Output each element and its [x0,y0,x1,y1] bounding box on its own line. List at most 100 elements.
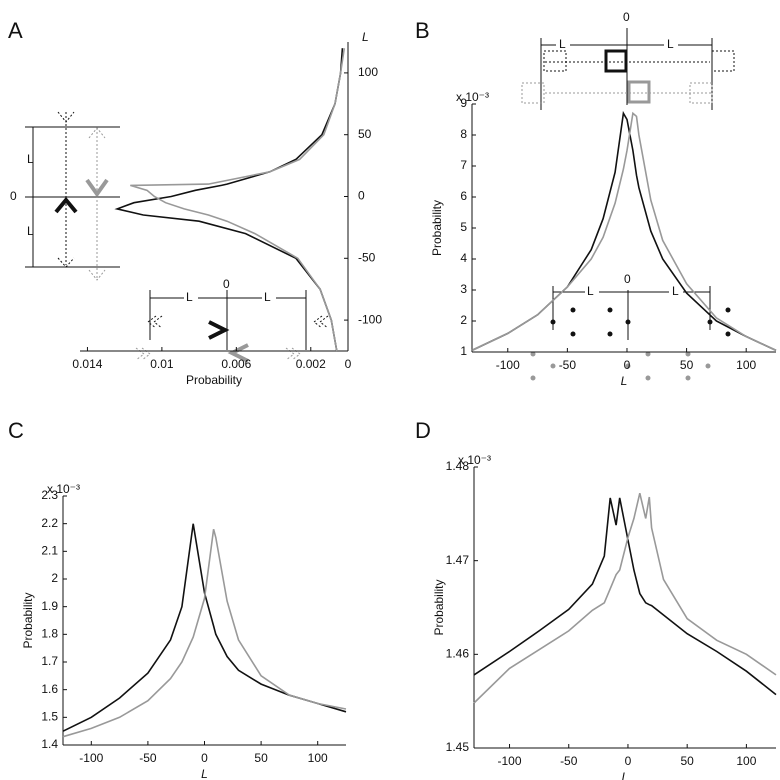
y-tick-label: -50 [358,250,376,264]
y-tick-label: 1.45 [446,740,470,754]
dots [530,351,711,381]
shape [208,320,230,340]
x-tick-label: 0 [625,754,632,768]
data-line [473,493,777,704]
inset-label: L [587,284,594,298]
object [543,50,567,72]
x-tick-label: 0 [345,357,352,371]
inset-diagram: L 0 L [521,10,735,110]
inset-label: L [27,224,34,238]
ruler [149,290,307,350]
x-tick-label: 50 [254,751,268,765]
y-tick-label: 1.4 [41,737,58,751]
y-tick-label: 1 [460,344,467,358]
shape [147,315,163,329]
y-multiplier: x 10⁻³ [47,482,80,496]
y-axis-label: L [362,30,369,44]
inset-label: 0 [10,189,17,203]
x-axis-label: L [621,374,628,388]
x-tick-label: -50 [559,358,577,372]
x-tick-label: -100 [498,754,522,768]
inset-label: L [27,152,34,166]
x-tick-label: 100 [308,751,328,765]
inset-diagram: L 0 L [135,277,329,363]
object [711,50,735,72]
y-tick-label: 2.1 [41,544,58,558]
data-line [62,523,347,732]
data-line [130,48,346,352]
inset-label: L [186,290,193,304]
y-tick-label: 0 [358,189,365,203]
y-tick-label: 2 [51,571,58,585]
inset-diagram: L 0 L [10,111,120,281]
data-line [471,110,777,352]
y-tick-label: 1.9 [41,599,58,613]
object [521,82,545,104]
x-tick-label: -100 [79,751,103,765]
x-tick-label: 100 [736,358,756,372]
arrowhead [88,127,106,281]
y-tick-label: 5 [460,220,467,234]
y-tick-label: 1.46 [446,647,470,661]
y-tick-label: 2.3 [41,488,58,502]
panel-label: C [8,418,24,443]
inset-label: 0 [623,10,630,24]
data-line [473,497,777,696]
y-tick-label: 1.7 [41,654,58,668]
y-axis-label: Probability [21,592,35,648]
y-axis-label: Probability [432,579,446,635]
y-tick-label: 1.48 [446,459,470,473]
inset-label: L [667,37,674,51]
inset-label: 0 [223,277,230,291]
ruler [540,28,713,110]
panel-label: D [415,418,431,443]
y-tick-label: 1.5 [41,710,58,724]
x-tick-label: -50 [139,751,157,765]
x-axis-label: L [201,767,208,780]
panel-label: A [8,18,23,43]
data-line [62,528,347,738]
inset-label: L [559,37,566,51]
y-tick-label: 1.8 [41,627,58,641]
y-tick-label: 2.2 [41,516,58,530]
x-axis-label: L [622,770,629,780]
dots [550,307,731,337]
y-tick-label: 1.6 [41,682,58,696]
y-tick-label: 100 [358,65,378,79]
shape [135,347,151,361]
x-axis-label: Probability [186,373,242,387]
arrowhead [57,111,75,268]
shape [227,343,249,363]
x-tick-label: 100 [736,754,756,768]
y-tick-label: 9 [460,96,467,110]
x-tick-label: 0 [201,751,208,765]
x-tick-label: -50 [560,754,578,768]
object [627,80,651,104]
inset-label: 0 [624,272,631,286]
x-tick-label: 0.01 [150,357,174,371]
data-line [114,48,344,352]
inset-diagram: L 0 L [530,272,731,381]
inset-label: L [672,284,679,298]
y-tick-label: 1.47 [446,553,470,567]
x-tick-label: 0 [624,358,631,372]
y-tick-label: -100 [358,312,382,326]
object [689,82,713,104]
shape [313,315,329,329]
y-tick-label: 8 [460,127,467,141]
data-line [471,111,777,352]
x-tick-label: 50 [680,754,694,768]
ruler [552,286,711,340]
inset-label: L [264,290,271,304]
panel-label: B [415,18,430,43]
arrowhead [54,196,78,214]
x-tick-label: 0.014 [72,357,102,371]
y-tick-label: 2 [460,313,467,327]
y-tick-label: 7 [460,158,467,172]
y-multiplier: x 10⁻³ [456,90,489,104]
object [604,49,628,73]
y-multiplier: x 10⁻³ [458,453,491,467]
shape [285,347,301,361]
y-tick-label: 6 [460,189,467,203]
